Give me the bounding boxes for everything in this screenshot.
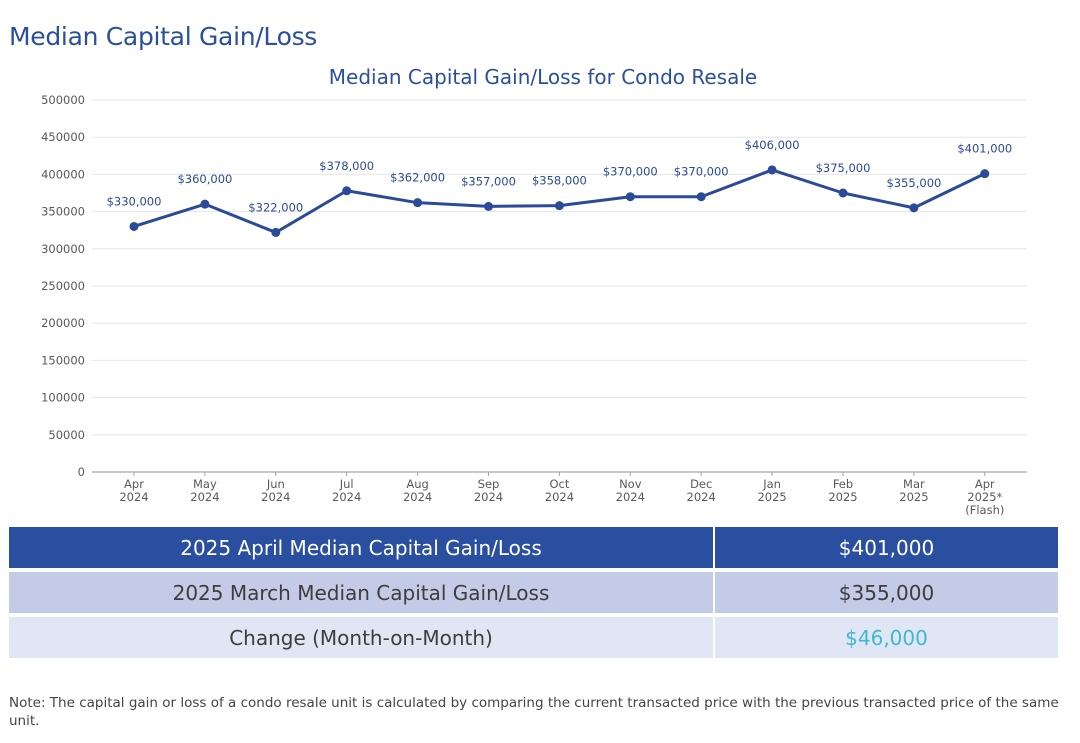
y-tick-label: 400000 — [41, 167, 85, 181]
x-tick-label: Jun 2024 — [261, 477, 290, 504]
data-point — [838, 188, 848, 198]
summary-table: 2025 April Median Capital Gain/Loss $401… — [9, 527, 1058, 662]
y-tick-label: 250000 — [41, 279, 85, 293]
footnote: Note: The capital gain or loss of a cond… — [9, 695, 1059, 729]
x-tick-label: Jul 2024 — [332, 477, 361, 504]
chart-title: Median Capital Gain/Loss for Condo Resal… — [329, 65, 757, 89]
data-point — [625, 192, 635, 202]
page-heading: Median Capital Gain/Loss — [9, 22, 318, 51]
x-tick-label: May 2024 — [190, 477, 219, 504]
y-tick-label: 50000 — [48, 428, 85, 442]
data-point — [767, 165, 777, 175]
summary-value: $355,000 — [715, 572, 1058, 613]
summary-row-march: 2025 March Median Capital Gain/Loss $355… — [9, 572, 1058, 613]
summary-row-change: Change (Month-on-Month) $46,000 — [9, 617, 1058, 658]
y-tick-label: 300000 — [41, 242, 85, 256]
data-label: $406,000 — [745, 138, 800, 152]
data-label: $322,000 — [248, 200, 303, 214]
x-tick-label: Feb 2025 — [828, 477, 857, 504]
data-point — [271, 227, 281, 237]
data-point — [980, 169, 990, 179]
data-label: $375,000 — [816, 161, 871, 175]
x-tick-label: Oct 2024 — [545, 477, 574, 504]
y-tick-label: 500000 — [41, 93, 85, 107]
y-tick-label: 200000 — [41, 316, 85, 330]
y-tick-label: 100000 — [41, 391, 85, 405]
x-tick-label: Apr 2024 — [119, 477, 148, 504]
x-tick-label: Dec 2024 — [687, 477, 716, 504]
data-label: $370,000 — [603, 165, 658, 179]
y-tick-label: 450000 — [41, 130, 85, 144]
data-label: $360,000 — [177, 172, 232, 186]
data-label: $355,000 — [886, 176, 941, 190]
x-tick-label: Aug 2024 — [403, 477, 432, 504]
summary-row-april: 2025 April Median Capital Gain/Loss $401… — [9, 527, 1058, 568]
data-point — [909, 203, 919, 213]
y-tick-label: 0 — [78, 465, 85, 479]
data-label: $370,000 — [674, 165, 729, 179]
data-label: $357,000 — [461, 174, 516, 188]
data-point — [342, 186, 352, 196]
x-tick-label: Nov 2024 — [616, 477, 645, 504]
x-tick-label: Apr 2025* (Flash) — [965, 477, 1004, 517]
summary-value: $46,000 — [715, 617, 1058, 658]
line-chart: Median Capital Gain/Loss for Condo Resal… — [41, 65, 1027, 517]
y-tick-label: 150000 — [41, 353, 85, 367]
data-label: $378,000 — [319, 159, 374, 173]
data-point — [484, 201, 493, 211]
data-label: $358,000 — [532, 174, 587, 188]
summary-value: $401,000 — [715, 527, 1058, 568]
x-tick-label: Jan 2025 — [757, 477, 786, 504]
data-label: $401,000 — [957, 142, 1012, 156]
summary-label: Change (Month-on-Month) — [9, 617, 713, 658]
data-point — [200, 199, 210, 209]
summary-label: 2025 March Median Capital Gain/Loss — [9, 572, 713, 613]
y-tick-label: 350000 — [41, 205, 85, 219]
x-tick-label: Mar 2025 — [899, 477, 928, 504]
data-label: $362,000 — [390, 171, 445, 185]
summary-label: 2025 April Median Capital Gain/Loss — [9, 527, 713, 568]
data-point — [696, 192, 706, 202]
data-label: $330,000 — [107, 194, 162, 208]
x-tick-label: Sep 2024 — [474, 477, 503, 504]
data-point — [413, 198, 423, 208]
data-point — [129, 221, 139, 231]
data-point — [554, 201, 564, 211]
